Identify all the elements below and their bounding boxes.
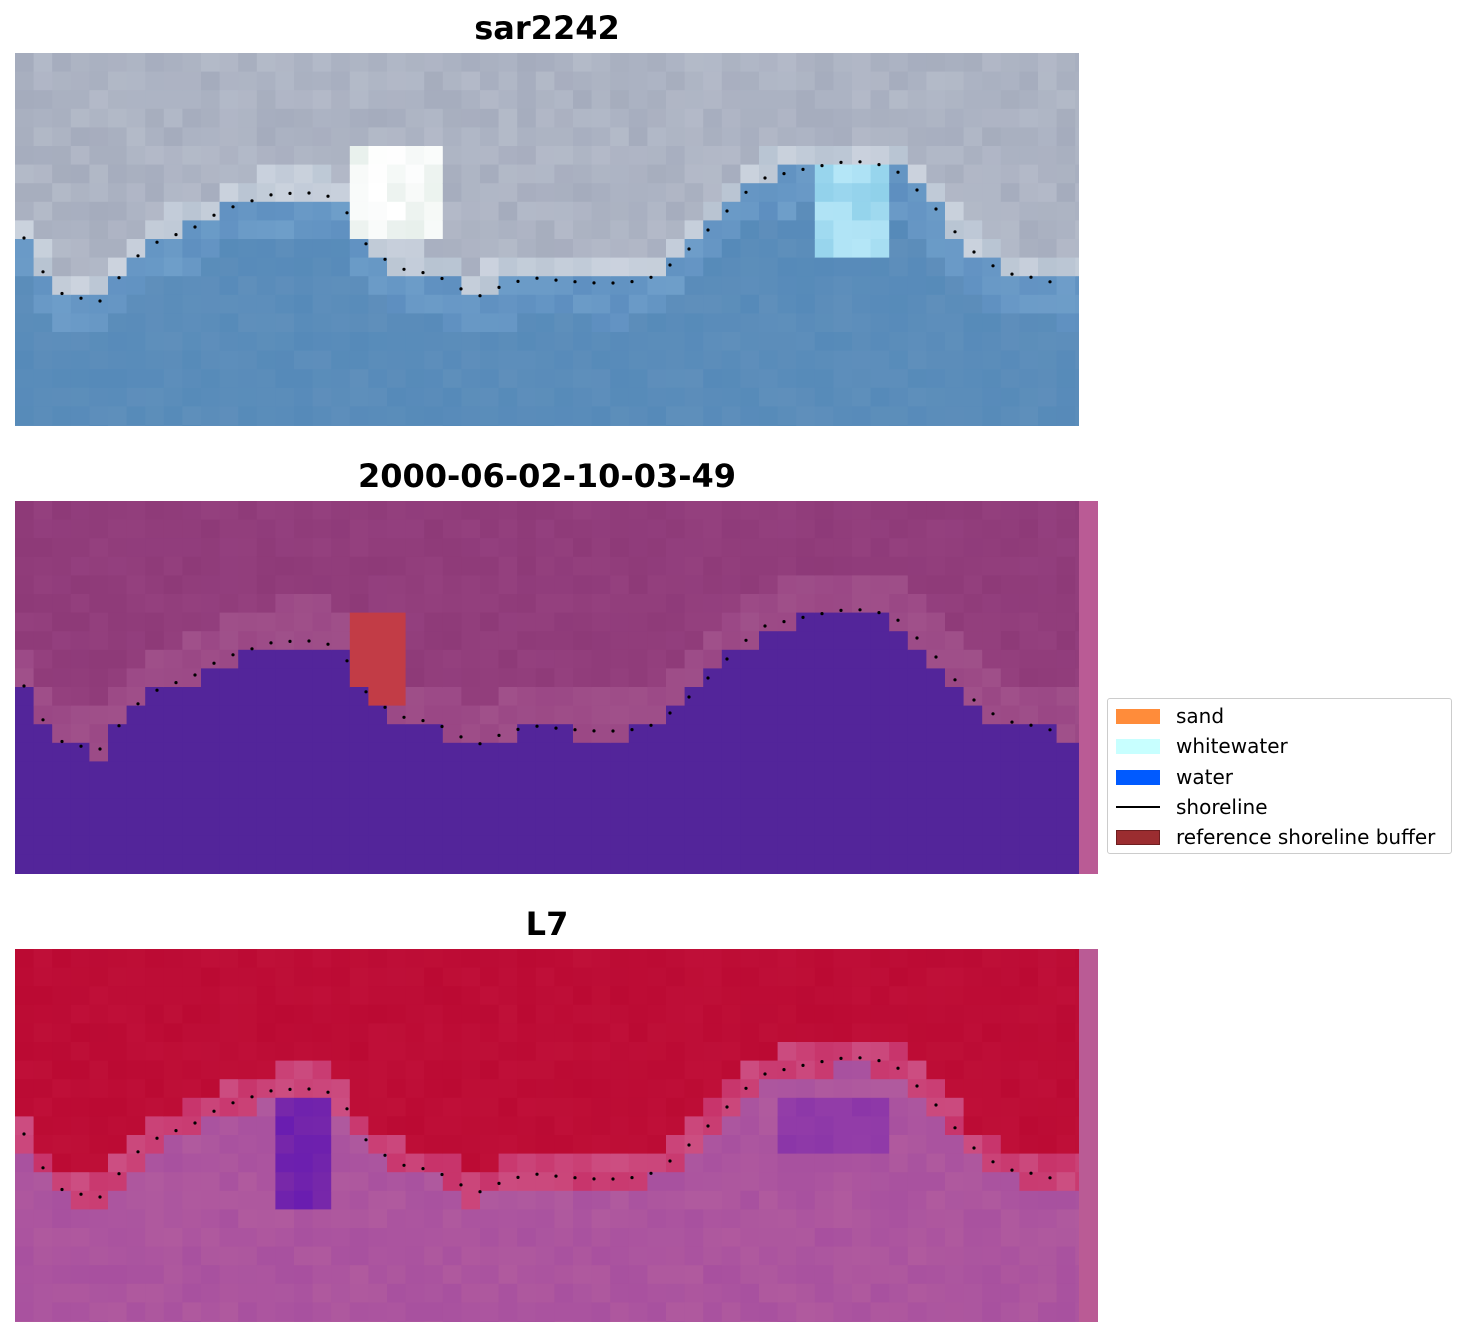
legend-label-water: water [1176,765,1233,789]
legend-item-water: water [1116,765,1233,789]
legend-item-whitewater: whitewater [1116,734,1288,758]
panel-title-rgb: sar2242 [474,9,620,47]
shoreline-dots [22,608,1052,751]
index-pixels [15,949,1095,1322]
water-swatch [1116,769,1160,785]
index-image-panel [15,949,1098,1322]
legend-item-sand: sand [1116,704,1225,728]
edge-strip [1079,949,1098,1322]
edge-strip [1079,501,1098,874]
legend-label-sand: sand [1176,704,1225,728]
rgb-image-panel [15,53,1079,426]
sand-swatch [1116,708,1160,724]
legend-label-shoreline: shoreline [1176,795,1268,819]
shoreline-dots [22,160,1052,303]
classification-pixels [15,501,1095,874]
legend-item-reference-buffer: reference shoreline buffer [1116,825,1436,849]
rgb-pixels [15,53,1079,426]
legend: sand whitewater water shoreline referenc… [1107,698,1452,854]
legend-label-whitewater: whitewater [1176,734,1288,758]
shoreline-line-sample [1116,806,1160,808]
panel-title-index: L7 [525,905,569,943]
reference-buffer-swatch [1116,829,1160,845]
panel-title-classification: 2000-06-02-10-03-49 [357,457,737,495]
whitewater-swatch [1116,738,1160,754]
legend-label-reference-buffer: reference shoreline buffer [1176,825,1436,849]
shoreline-dots [22,1056,1052,1199]
classification-panel [15,501,1098,874]
legend-item-shoreline: shoreline [1116,795,1268,819]
